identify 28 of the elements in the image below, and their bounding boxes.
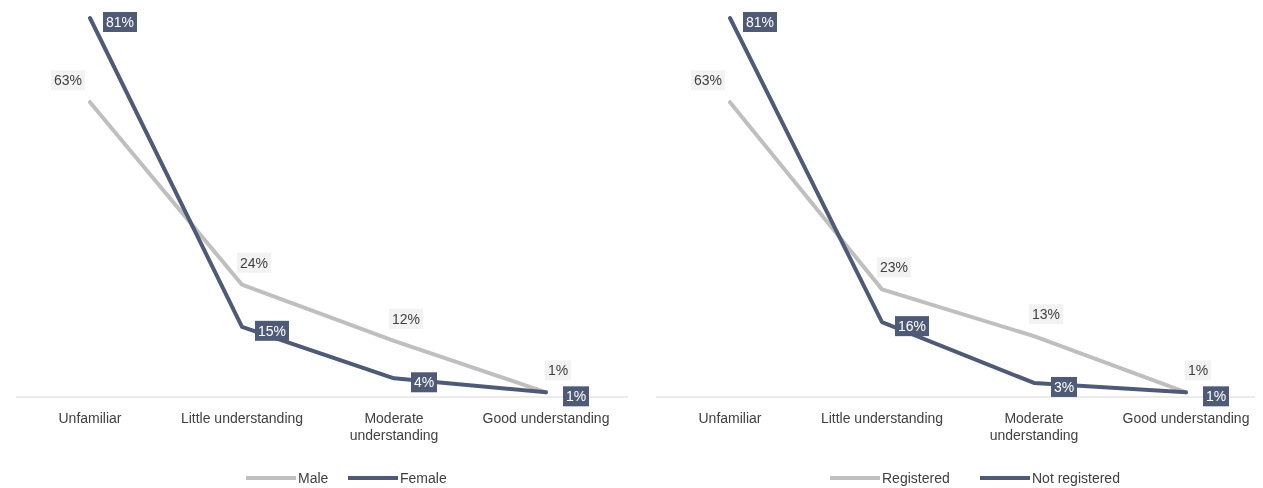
x-tick-label: Little understanding xyxy=(820,410,944,426)
x-tick-label: Moderate understanding xyxy=(989,410,1079,443)
x-tick-label: Unfamiliar xyxy=(698,410,762,426)
x-tick-label: Good understanding xyxy=(1122,410,1250,426)
data-label: 15% xyxy=(257,322,287,339)
data-label: 24% xyxy=(239,254,269,271)
data-label: 63% xyxy=(693,72,723,89)
x-tick-label: Good understanding xyxy=(482,410,610,426)
data-label: 4% xyxy=(413,374,435,391)
x-tick-label: Moderate understanding xyxy=(349,410,439,443)
data-label: 1% xyxy=(547,362,569,379)
x-tick-label: Little understanding xyxy=(180,410,304,426)
data-label: 12% xyxy=(391,310,421,327)
data-label: 1% xyxy=(565,388,587,405)
legend-label: Registered xyxy=(882,470,950,486)
data-label: 1% xyxy=(1187,362,1209,379)
legend-label: Not registered xyxy=(1032,470,1120,486)
data-label: 3% xyxy=(1053,378,1075,395)
data-label: 81% xyxy=(105,14,135,30)
data-label: 23% xyxy=(879,259,909,276)
data-label: 13% xyxy=(1031,306,1061,323)
legend-label: Female xyxy=(400,470,447,486)
data-label: 1% xyxy=(1205,388,1227,405)
data-label: 81% xyxy=(745,14,775,30)
data-label: 63% xyxy=(53,72,83,89)
legend-label: Male xyxy=(298,470,329,486)
data-label: 16% xyxy=(897,318,927,335)
x-tick-label: Unfamiliar xyxy=(58,410,122,426)
